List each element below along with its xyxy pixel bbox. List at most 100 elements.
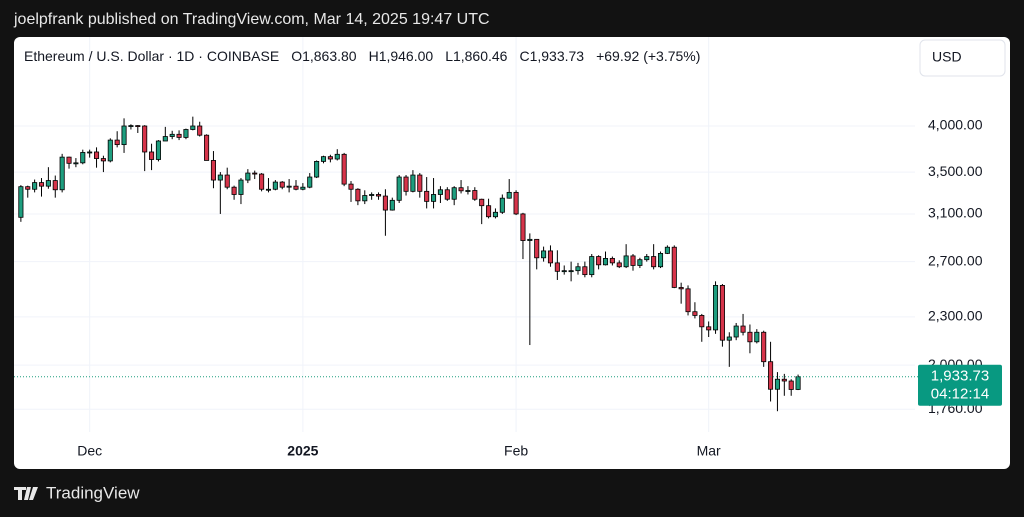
candle-body	[286, 185, 292, 188]
candle-body	[609, 258, 615, 264]
candle-body	[300, 186, 306, 190]
candle-body	[210, 160, 216, 181]
candle-body	[135, 125, 141, 127]
candle-body	[362, 195, 368, 202]
candle-body	[128, 125, 134, 127]
ohlc-value: C1,933.73	[519, 48, 584, 64]
candle-body	[238, 179, 244, 195]
symbol-title: Ethereum / U.S. Dollar · 1D · COINBASE O1…	[24, 48, 700, 64]
currency-button[interactable]	[919, 39, 1006, 77]
candle-body	[657, 252, 664, 268]
ohlc-value: H1,946.00	[369, 48, 434, 64]
candle-body	[417, 174, 423, 192]
candle-body	[59, 156, 65, 191]
candle-body	[541, 250, 547, 259]
candle-body	[410, 174, 416, 192]
x-tick-label: 2025	[287, 443, 318, 459]
candle-body	[747, 331, 753, 343]
candle-body	[527, 238, 533, 241]
candle-body	[472, 190, 478, 200]
candle-body	[492, 211, 498, 218]
chart-panel	[14, 37, 1010, 469]
candle-body	[664, 246, 670, 254]
candle-body	[18, 186, 24, 218]
candle-body	[389, 199, 395, 211]
candle-body	[630, 255, 636, 266]
y-tick-label: 3,100.00	[928, 205, 983, 221]
candle-body	[706, 326, 712, 331]
candle-body	[155, 140, 161, 160]
ohlc-value: L1,860.46	[445, 48, 507, 64]
candle-body	[486, 205, 492, 218]
candle-body	[252, 172, 258, 175]
candle-body	[38, 182, 45, 187]
candle-body	[795, 376, 801, 390]
candle-body	[231, 186, 237, 195]
candle-body	[320, 156, 327, 162]
last-price-label: 1,933.73	[931, 368, 989, 385]
candle-body	[334, 153, 340, 160]
candle-body	[245, 172, 251, 181]
candle-body	[692, 311, 698, 316]
y-tick-label: 4,000.00	[928, 117, 983, 133]
candle-body	[788, 380, 794, 390]
candle-body	[458, 187, 464, 192]
candle-body	[114, 139, 120, 146]
candle-body	[774, 378, 780, 390]
candle-body	[651, 256, 657, 268]
candle-body	[685, 288, 691, 313]
candle-body	[431, 194, 437, 202]
candle-body	[293, 185, 299, 190]
candle-body	[142, 125, 148, 153]
plot	[14, 37, 915, 432]
candle-body	[32, 182, 38, 190]
brand-logo: TradingView	[14, 483, 140, 502]
candle-body	[52, 180, 58, 191]
candle-body	[513, 191, 519, 215]
candle-body	[197, 125, 203, 136]
candle-body	[547, 250, 554, 264]
candle-body	[259, 173, 265, 190]
currency-label[interactable]: USD	[932, 49, 962, 65]
candle-body	[582, 266, 588, 276]
candle-body	[327, 156, 333, 160]
countdown: 04:12:14	[931, 386, 989, 403]
candle-body	[568, 270, 574, 273]
candle-body	[45, 180, 51, 187]
candle-body	[424, 190, 430, 202]
last-price-box	[918, 364, 1002, 406]
candle-body	[719, 285, 725, 341]
candle-body	[671, 246, 677, 288]
candle-body	[644, 256, 650, 261]
candle-body	[437, 189, 443, 195]
candle-body	[217, 174, 223, 181]
candle-body	[369, 194, 375, 196]
candle-body	[224, 174, 230, 188]
candle-body	[272, 181, 278, 190]
candle-body	[66, 156, 72, 164]
candle-body	[616, 262, 622, 268]
candle-body	[169, 133, 175, 137]
candle-body	[520, 213, 526, 241]
y-tick-label: 2,700.00	[928, 252, 983, 268]
published-note: joelpfrank published on TradingView.com,…	[13, 11, 490, 28]
candle-body	[190, 125, 196, 130]
candle-body	[575, 266, 581, 272]
candle-body	[396, 176, 402, 201]
y-tick-label: 3,500.00	[928, 163, 983, 179]
candle-body	[204, 134, 210, 161]
candle-body	[561, 270, 567, 273]
candle-body	[121, 125, 127, 146]
candle-body	[149, 151, 155, 160]
candle-body	[73, 162, 79, 165]
candle-body	[107, 139, 113, 162]
candle-body	[94, 151, 100, 159]
brand-name: TradingView	[46, 483, 140, 502]
candle-body	[637, 259, 643, 266]
candle-body	[506, 191, 512, 199]
candle-body	[596, 256, 602, 266]
x-tick-label: Mar	[697, 443, 721, 459]
candle-body	[444, 189, 450, 200]
candle-body	[768, 361, 774, 390]
